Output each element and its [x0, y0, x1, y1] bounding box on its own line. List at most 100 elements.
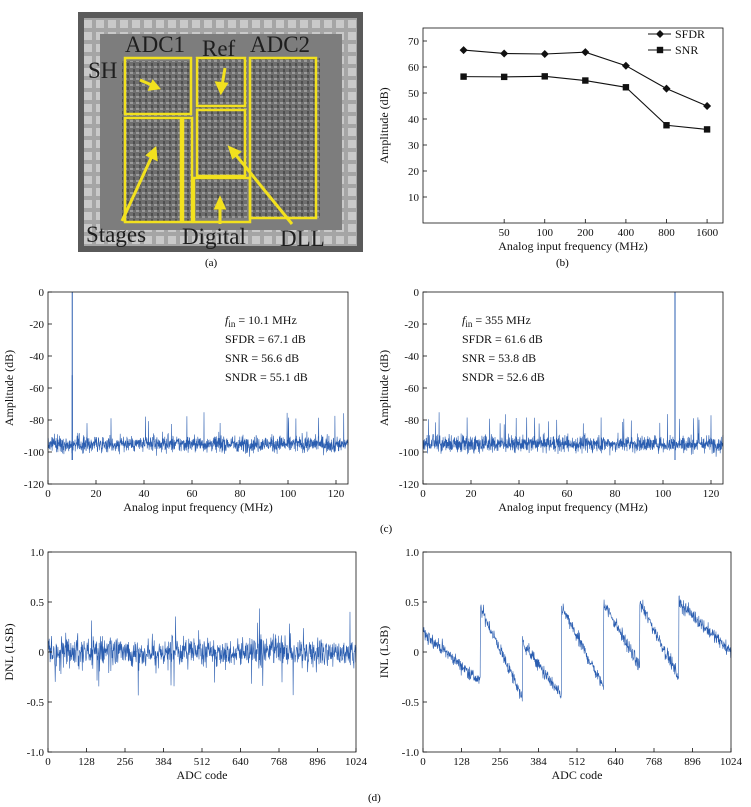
chart-b-panel: 50 100 200 400 800 1600 10 20 30 40 50 60 70 Analog i…	[375, 0, 750, 260]
y-axis-label: DNL (LSB)	[2, 623, 16, 680]
die-photo-panel: ADC1 Ref ADC2 SH Stages Digital DLL	[70, 6, 370, 254]
x-tick-label: 512	[194, 756, 211, 768]
x-axis-label: ADC code	[552, 768, 603, 782]
legend-label-snr: SNR	[675, 43, 698, 57]
y-tick-label: -120	[24, 479, 45, 491]
x-tick-label: 896	[684, 756, 701, 768]
chart-d2-panel: 0 128 256 384 512 640 768 896 1024 1.0 0.5 0 -0.5 -1.…	[375, 540, 750, 792]
point-sfdr	[662, 84, 671, 93]
x-axis-label: Analog input frequency (MHz)	[498, 239, 648, 253]
x-tick-label: 512	[569, 756, 586, 768]
x-tick-label: 20	[91, 488, 103, 500]
label-sh: SH	[88, 58, 117, 83]
x-tick-label: 640	[607, 756, 624, 768]
x-tick-label: 80	[235, 488, 247, 500]
x-tick-label: 100	[536, 227, 553, 239]
x-tick-label: 0	[420, 756, 426, 768]
y-axis-label: Amplitude (dB)	[377, 87, 391, 163]
die-photo: ADC1 Ref ADC2 SH Stages Digital DLL	[78, 12, 363, 252]
annotation-sndr: SNDR = 52.6 dB	[462, 370, 545, 384]
y-tick-label: 1.0	[30, 547, 44, 559]
noise-floor	[422, 412, 724, 457]
y-tick-label: -60	[29, 383, 44, 395]
x-tick-label: 800	[658, 227, 675, 239]
y-axis-label: INL (LSB)	[377, 626, 391, 679]
y-tick-label: -0.5	[27, 697, 45, 709]
y-tick-label: -1.0	[27, 747, 45, 759]
y-tick-label: 1.0	[405, 547, 419, 559]
y-tick-label: 0.5	[405, 597, 419, 609]
y-tick-label: 10	[408, 192, 420, 204]
x-tick-label: 384	[530, 756, 547, 768]
annotation-snr: SNR = 53.8 dB	[462, 351, 536, 365]
x-tick-label: 100	[280, 488, 297, 500]
noise-floor	[47, 412, 349, 457]
chart-c1-panel: 0 20 40 60 80 100 120 0 -20 -40 -60 -80 -100 -120 Anal…	[0, 282, 370, 527]
label-digital: Digital	[182, 224, 246, 249]
y-tick-label: -100	[399, 447, 420, 459]
annotation-sfdr: SFDR = 67.1 dB	[225, 332, 306, 346]
x-tick-label: 20	[466, 488, 478, 500]
point-snr	[500, 73, 508, 81]
y-tick-label: 70	[408, 36, 420, 48]
plot-frame	[422, 27, 724, 224]
y-tick-label: -0.5	[402, 697, 420, 709]
annotation-sndr: SNDR = 55.1 dB	[225, 370, 308, 384]
y-tick-label: 0	[414, 287, 420, 299]
x-tick-label: 384	[155, 756, 172, 768]
label-ref: Ref	[202, 36, 236, 61]
point-snr	[582, 77, 589, 84]
x-tick-label: 50	[499, 227, 511, 239]
label-adc1: ADC1	[125, 32, 185, 57]
x-axis-label: Analog input frequency (MHz)	[498, 500, 648, 514]
x-tick-label: 128	[453, 756, 470, 768]
y-tick-label: -100	[24, 447, 45, 459]
point-snr	[460, 73, 467, 80]
label-adc2: ADC2	[250, 32, 310, 57]
plot-frame	[47, 291, 349, 485]
caption-a: (a)	[205, 257, 218, 269]
caption-d: (d)	[368, 792, 381, 804]
x-tick-label: 400	[618, 227, 635, 239]
y-tick-label: 40	[408, 114, 420, 126]
chart-sfdr-snr: 50 100 200 400 800 1600 10 20 30 40 50 60 70 Analog i…	[377, 27, 724, 253]
annotation-fin: fin = 10.1 MHz	[225, 313, 297, 329]
x-tick-label: 1600	[696, 227, 719, 239]
block-outlines	[123, 56, 318, 224]
chart-dnl: 0 128 256 384 512 640 768 896 1024 1.0 0.5 0 -0.5 -1.…	[2, 547, 368, 782]
x-tick-label: 256	[117, 756, 134, 768]
x-tick-label: 768	[271, 756, 288, 768]
y-tick-label: -1.0	[402, 747, 420, 759]
legend-label-sfdr: SFDR	[675, 27, 705, 41]
point-sfdr	[703, 102, 712, 110]
point-sfdr	[459, 46, 468, 55]
caption-c: (c)	[380, 523, 393, 535]
legend-marker	[656, 46, 664, 54]
y-axis-label: Amplitude (dB)	[2, 350, 16, 426]
x-tick-label: 80	[610, 488, 622, 500]
x-tick-label: 120	[328, 488, 345, 500]
x-tick-label: 896	[309, 756, 326, 768]
chart-c2-panel: 0 20 40 60 80 100 120 0 -20 -40 -60 -80 -100 -120 Anal…	[375, 282, 750, 527]
x-tick-label: 1024	[720, 756, 743, 768]
annotation-sfdr: SFDR = 61.6 dB	[462, 332, 543, 346]
annotation-fin: fin = 355 MHz	[462, 313, 531, 329]
label-stages: Stages	[86, 222, 146, 247]
x-tick-label: 640	[232, 756, 249, 768]
chart-inl: 0 128 256 384 512 640 768 896 1024 1.0 0.5 0 -0.5 -1.…	[377, 547, 743, 782]
annotation: fin = 10.1 MHz SFDR = 67.1 dB SNR = 56.6 d…	[225, 313, 308, 384]
point-snr	[703, 126, 711, 133]
y-tick-label: -80	[29, 415, 44, 427]
x-tick-label: 256	[492, 756, 509, 768]
y-tick-label: 60	[408, 62, 420, 74]
arrows	[120, 67, 294, 225]
point-snr	[622, 84, 630, 91]
y-tick-label: 20	[408, 166, 420, 178]
chart-d1-panel: 0 128 256 384 512 640 768 896 1024 1.0 0.5 0 -0.5 -1.…	[0, 540, 370, 792]
point-sfdr	[621, 61, 630, 70]
x-tick-label: 1024	[345, 756, 368, 768]
series-line-snr	[463, 75, 708, 130]
y-tick-label: -20	[29, 319, 44, 331]
x-axis-label: Analog input frequency (MHz)	[123, 500, 273, 514]
y-tick-label: 0	[39, 647, 45, 659]
